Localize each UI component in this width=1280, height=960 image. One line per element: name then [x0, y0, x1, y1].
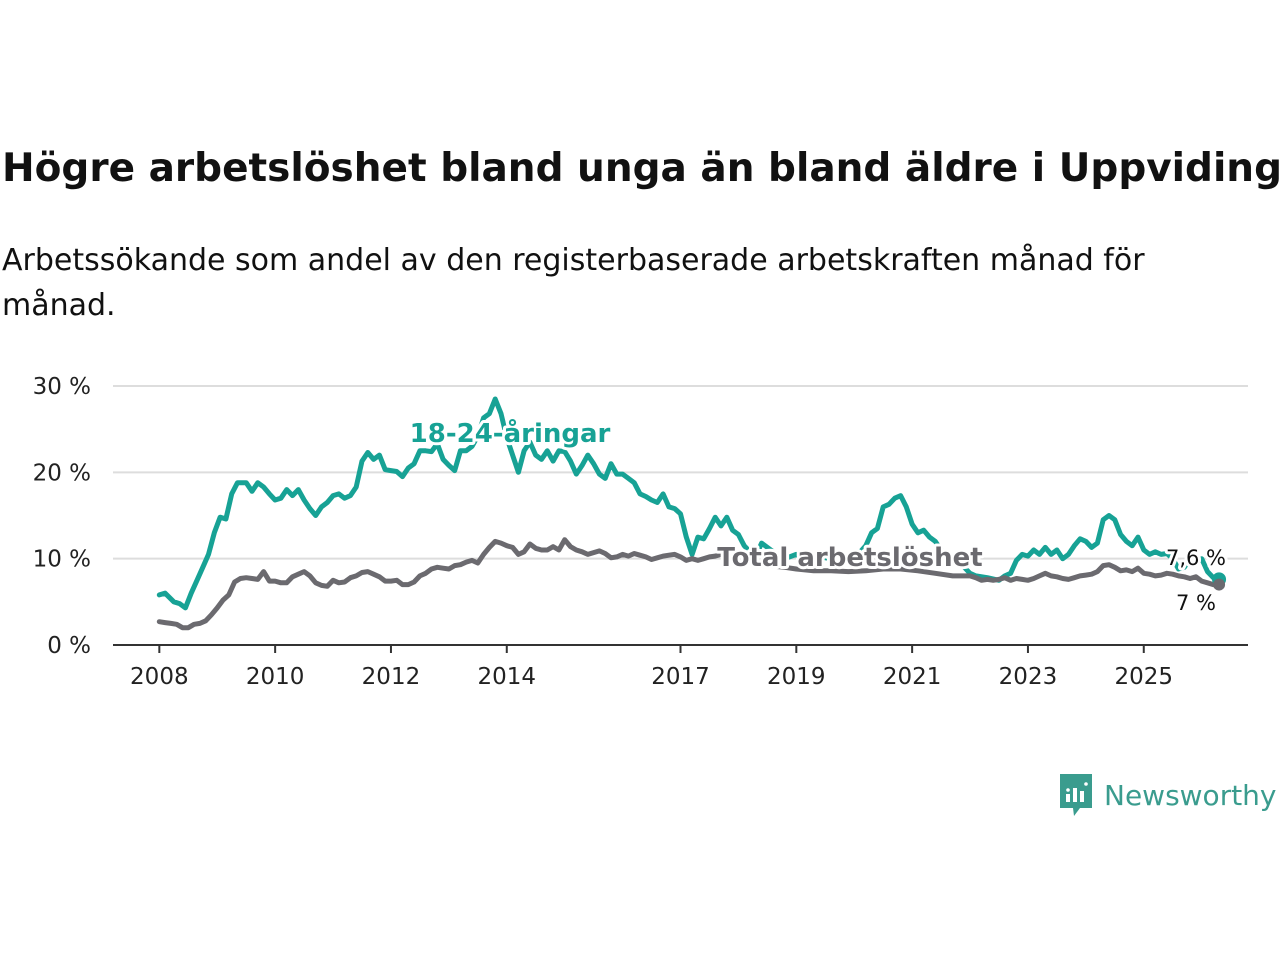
newsworthy-logo[interactable]: Newsworthy	[1058, 772, 1277, 818]
grid-lines	[113, 385, 1248, 560]
brand-name: Newsworthy	[1104, 778, 1277, 812]
x-tick-label: 2012	[362, 664, 421, 690]
y-tick-label: 0 %	[47, 633, 91, 659]
x-tick-label: 2014	[478, 664, 537, 690]
newsworthy-logo-icon	[1060, 774, 1092, 816]
x-tick-label: 2010	[246, 664, 305, 690]
series-label-youth: 18-24-åringar	[410, 417, 611, 449]
y-tick-label: 10 %	[33, 547, 91, 573]
series-line-total	[156, 537, 1222, 631]
x-tick-label: 2019	[767, 664, 826, 690]
series-end-point-total	[1213, 578, 1226, 591]
end-value-label-youth: 7,6 %	[1166, 546, 1226, 570]
x-tick-label: 2017	[651, 664, 710, 690]
end-value-label-total: 7 %	[1176, 591, 1216, 615]
axes: 0 % 10 % 20 % 30 % 2008 2010 2012 2014 2017 2019 2…	[33, 374, 1248, 690]
series-labels: 18-24-åringar Total arbetslöshet 7,6 % 7 %	[407, 414, 1229, 618]
y-tick-label: 20 %	[33, 460, 91, 486]
x-tick-label: 2023	[999, 664, 1058, 690]
series-lines	[156, 396, 1227, 631]
x-tick-label: 2008	[130, 664, 189, 690]
y-tick-label: 30 %	[33, 374, 91, 400]
series-label-total: Total arbetslöshet	[717, 543, 982, 573]
chart-title: Högre arbetslöshet bland unga än bland ä…	[2, 146, 1280, 191]
series-line-youth	[156, 396, 1222, 611]
chart-subtitle: Arbetssökande som andel av den registerb…	[2, 243, 1145, 323]
x-tick-label: 2025	[1114, 664, 1173, 690]
x-tick-label: 2021	[883, 664, 942, 690]
